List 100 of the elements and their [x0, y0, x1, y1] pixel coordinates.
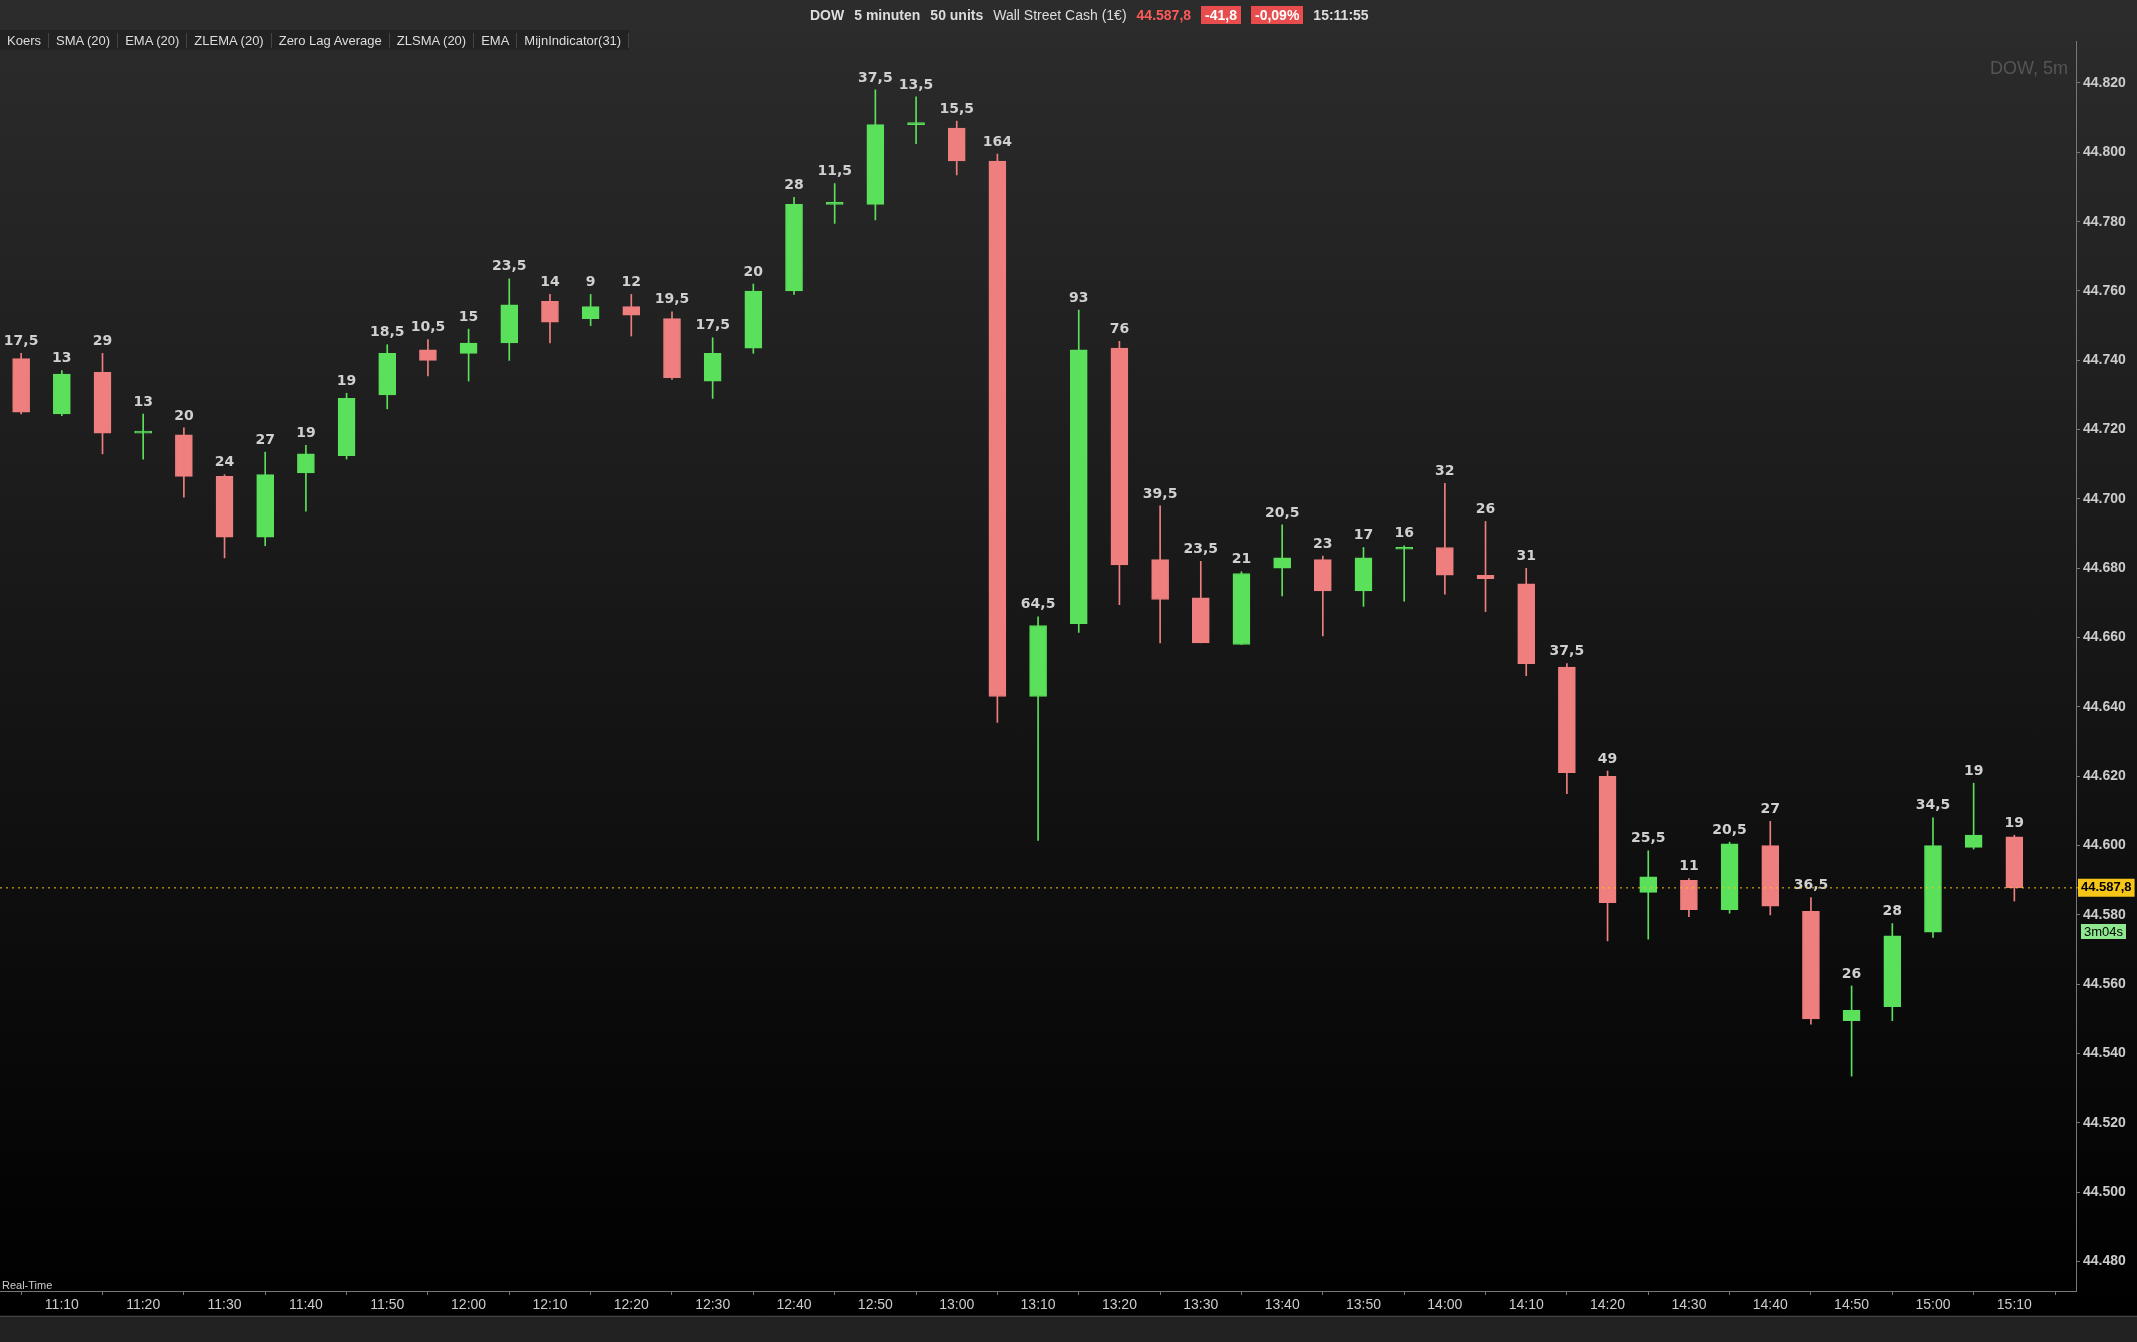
annotation: 76	[1109, 319, 1130, 336]
annotation: 23,5	[1183, 539, 1219, 556]
y-tick-label: 44.520	[2083, 1113, 2127, 1130]
y-tick-label: 44.760	[2083, 281, 2127, 298]
annotation: 25,5	[1630, 829, 1666, 846]
annotation: 39,5	[1142, 484, 1178, 501]
x-tick-label: 12:10	[532, 1296, 568, 1313]
annotation: 17,5	[695, 316, 730, 333]
annotation: 18,5	[369, 323, 405, 340]
annotation: 34,5	[1915, 796, 1951, 813]
annotation: 93	[1069, 288, 1089, 305]
x-tick-label: 13:10	[1020, 1296, 1056, 1313]
y-tick-label: 44.480	[2083, 1252, 2127, 1269]
x-tick-label: 12:30	[695, 1296, 731, 1313]
annotation: 15	[458, 307, 479, 324]
x-tick-label: 13:20	[1101, 1296, 1138, 1313]
text: 50 units	[930, 7, 984, 23]
y-tick-label: 44.500	[2083, 1183, 2127, 1200]
annotation: 13	[52, 349, 72, 366]
x-tick-label: 12:00	[451, 1296, 487, 1313]
x-tick-label: 11:10	[44, 1296, 80, 1313]
x-tick-label: 13:30	[1183, 1296, 1219, 1313]
x-tick-label: 13:00	[939, 1296, 975, 1313]
annotation: 13,5	[898, 75, 934, 92]
annotation: 21	[1231, 550, 1252, 567]
annotation: Zero Lag Average	[271, 32, 390, 48]
annotation: 27	[255, 430, 275, 447]
x-tick-label: 14:20	[1590, 1296, 1626, 1313]
annotation: 11,5	[817, 162, 852, 179]
y-tick-label: 44.700	[2083, 489, 2127, 506]
y-tick-label: 44.680	[2083, 559, 2127, 576]
y-tick-label: 44.800	[2083, 143, 2127, 160]
annotation: 28	[1882, 902, 1903, 919]
annotation: Koers	[0, 32, 49, 48]
x-tick-label: 15:00	[1915, 1296, 1951, 1313]
annotation: 19	[2004, 813, 2025, 830]
x-tick-label: 13:40	[1264, 1296, 1300, 1313]
annotation: 19	[1963, 761, 1984, 778]
annotation: 32	[1435, 461, 1455, 478]
y-tick-label: 44.820	[2083, 73, 2127, 90]
x-tick-label: 11:40	[288, 1296, 324, 1313]
y-tick-label: 44.720	[2083, 420, 2127, 437]
x-tick-label: 14:30	[1671, 1296, 1707, 1313]
annotation: 13	[133, 392, 153, 409]
x-tick-label: 14:40	[1752, 1296, 1789, 1313]
x-tick-label: 11:20	[126, 1296, 161, 1313]
x-tick-label: 11:30	[207, 1296, 242, 1313]
y-tick-label: 44.560	[2083, 975, 2127, 992]
annotation: 31	[1516, 546, 1536, 563]
text: -0,09%	[1250, 6, 1304, 24]
annotation: 10,5	[410, 318, 446, 335]
text: 15:11:55	[1313, 7, 1369, 23]
x-tick-label: 14:10	[1508, 1296, 1544, 1313]
x-tick-label: 15:10	[1996, 1296, 2033, 1313]
text: 44.587,8	[1136, 7, 1192, 23]
annotation: SMA (20)	[48, 32, 119, 48]
annotation: 27	[1760, 799, 1781, 816]
y-tick-label: 44.600	[2083, 836, 2127, 853]
y-tick-label: 44.660	[2083, 628, 2127, 645]
annotation: 26	[1475, 500, 1496, 517]
x-tick-label: 12:50	[857, 1296, 894, 1313]
text: Wall Street Cash (1€)	[993, 7, 1127, 23]
annotation: 19,5	[654, 290, 690, 307]
annotation: ZLEMA (20)	[187, 32, 272, 48]
annotation: 15,5	[939, 99, 974, 116]
y-tick-label: 44.580	[2083, 905, 2127, 922]
annotation: Real-Time	[2, 1279, 53, 1291]
annotation: 23,5	[491, 257, 527, 274]
annotation: 23	[1313, 534, 1333, 551]
x-tick-label: 14:50	[1834, 1296, 1870, 1313]
annotation: 164	[982, 132, 1013, 149]
annotation: 28	[784, 176, 804, 193]
y-tick-label: 44.640	[2083, 697, 2127, 714]
ref-line-label: 44.587,8	[2081, 879, 2132, 895]
annotation: 17,5	[3, 332, 39, 349]
y-tick-label: 44.780	[2083, 212, 2127, 229]
annotation: 14	[540, 273, 560, 290]
annotation: 37,5	[1549, 642, 1585, 659]
x-tick-label: 12:20	[613, 1296, 650, 1313]
annotation: 20	[743, 262, 764, 279]
annotation: 49	[1597, 749, 1618, 766]
annotation: 20,5	[1264, 503, 1300, 520]
y-tick-label: 44.540	[2083, 1044, 2127, 1061]
text: -41,8	[1201, 6, 1241, 24]
annotation: 12	[621, 273, 642, 290]
annotation: 19	[296, 423, 316, 440]
annotation: 26	[1841, 964, 1862, 981]
annotation: 17	[1353, 526, 1374, 543]
y-tick-label: 44.740	[2083, 351, 2127, 368]
annotation: 29	[92, 332, 113, 349]
x-tick-label: 11:50	[370, 1296, 405, 1313]
annotation: EMA	[474, 32, 518, 48]
text: 5 minuten	[854, 7, 921, 23]
annotation: 9	[585, 273, 596, 290]
annotation: MijnIndicator(31)	[517, 32, 630, 48]
annotation: 11	[1679, 857, 1699, 874]
annotation: ZLSMA (20)	[389, 32, 475, 48]
y-tick-label: 44.620	[2083, 767, 2127, 784]
annotation: EMA (20)	[118, 32, 188, 48]
annotation: 19	[336, 371, 357, 388]
